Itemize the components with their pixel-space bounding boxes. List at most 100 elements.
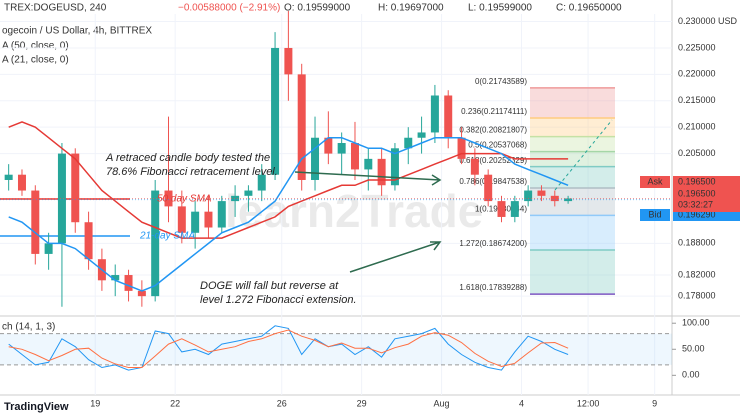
stoch-band xyxy=(0,333,672,365)
fib-label: 0.382(0.20821807) xyxy=(459,126,527,135)
candle-body xyxy=(297,74,306,180)
fib-zone xyxy=(530,151,615,167)
fib-label: 0.236(0.21174111) xyxy=(461,107,527,116)
candle-body xyxy=(217,201,226,228)
tag-value: 0.196290 xyxy=(678,209,716,219)
candle-body xyxy=(497,201,506,217)
candle-body xyxy=(337,143,346,154)
candle-body xyxy=(71,153,80,223)
candle-body xyxy=(444,95,453,138)
symbol: TREX:DOGEUSD, 240 xyxy=(4,3,107,14)
fib-label: 1.272(0.18674200) xyxy=(459,239,527,248)
ohlc-low: L: 0.19599000 xyxy=(468,3,532,14)
candle-body xyxy=(231,195,240,202)
watermark: learn2Trade xyxy=(225,185,483,237)
candle-body xyxy=(57,153,66,244)
candle-body xyxy=(457,137,466,159)
legend-sma21: A (21, close, 0) xyxy=(2,55,69,66)
fib-zone xyxy=(530,117,615,137)
y-tick-label: 0.205000 xyxy=(678,148,716,158)
x-tick-label: 4 xyxy=(519,398,524,408)
tag-name-box xyxy=(640,209,670,221)
candle-body xyxy=(257,174,266,191)
y-tick-label: 0.215000 xyxy=(678,95,716,105)
brand: TradingView xyxy=(4,401,69,413)
fib-label: 0.786(0.19847538) xyxy=(459,177,527,186)
stoch-tick-label: 50.00 xyxy=(682,344,705,354)
fib-zone xyxy=(530,249,615,295)
sma-line xyxy=(8,136,569,292)
fib-zone xyxy=(530,136,615,152)
candle-body xyxy=(470,158,479,175)
candle-body xyxy=(204,211,213,228)
candle-body xyxy=(191,211,200,233)
candle-body xyxy=(17,174,26,191)
stoch-tick-label: 0.00 xyxy=(682,370,700,380)
candle-body xyxy=(324,137,333,154)
x-tick-label: 19 xyxy=(90,398,100,408)
arrow xyxy=(349,241,442,273)
fib-label: 1.618(0.17839288) xyxy=(459,283,527,292)
y-tick-label: 0.182000 xyxy=(678,269,716,279)
candle-body xyxy=(350,143,359,170)
candle-body xyxy=(364,158,373,170)
stoch-line xyxy=(8,325,569,371)
tag-value: 0.196500 xyxy=(678,176,716,186)
annotation: A retraced candle body tested the xyxy=(105,152,270,164)
ohlc-open: O: 0.19599000 xyxy=(284,3,351,14)
stoch-title: ch (14, 1, 3) xyxy=(2,322,55,333)
annotation: 78.6% Fibonacci retracement level. xyxy=(106,166,278,178)
candle-body xyxy=(404,137,413,149)
candle-body xyxy=(111,275,120,281)
sma50-label: 50 day SMA xyxy=(157,194,212,205)
x-tick-label: 12:00 xyxy=(577,398,600,408)
stoch-tick-label: 100.00 xyxy=(682,318,710,328)
candle-body xyxy=(564,198,573,202)
candle-body xyxy=(311,137,320,180)
candle-body xyxy=(84,222,93,260)
candle-body xyxy=(177,206,186,233)
x-tick-label: Aug xyxy=(434,398,450,408)
x-tick-label: 9 xyxy=(652,398,657,408)
x-tick-label: 29 xyxy=(357,398,367,408)
fib-zone xyxy=(530,166,615,189)
sma21-label: 21-day SMA xyxy=(139,231,195,242)
sma-line xyxy=(8,121,569,239)
fib-label: 0(0.21743589) xyxy=(475,77,527,86)
x-tick-label: 26 xyxy=(277,398,287,408)
tag-value: 0.196500 xyxy=(678,188,716,198)
candle-body xyxy=(537,190,546,196)
annotation: level 1.272 Fibonacci extension. xyxy=(200,294,357,306)
fib-zone xyxy=(530,215,615,250)
y-tick-label: 0.178000 xyxy=(678,291,716,301)
stoch-line xyxy=(8,329,569,368)
candle-body xyxy=(524,190,533,202)
candle-body xyxy=(44,243,53,254)
countdown-box xyxy=(673,188,740,212)
annotation: DOGE will fall but reverse at xyxy=(200,280,339,292)
candle-body xyxy=(510,201,519,217)
fib-zone xyxy=(530,87,615,118)
candle-body xyxy=(4,174,13,180)
arrow xyxy=(294,171,442,186)
candle-body xyxy=(31,190,40,254)
candle-body xyxy=(151,190,160,297)
y-tick-label: 0.230000 USD xyxy=(678,16,738,26)
candle-body xyxy=(430,95,439,133)
candle-body xyxy=(271,47,280,175)
ohlc-close: C: 0.19650000 xyxy=(556,3,622,14)
change: −0.00588000 (−2.91%) xyxy=(178,3,280,14)
candle-body xyxy=(484,174,493,202)
tag-box xyxy=(673,176,740,188)
candle-body xyxy=(124,275,133,291)
fib-label: 0.5(0.20537068) xyxy=(468,141,527,150)
countdown: 03:32:27 xyxy=(678,199,713,209)
candle-body xyxy=(377,158,386,186)
tag-name: Ask xyxy=(647,176,663,186)
x-tick-label: 22 xyxy=(170,398,180,408)
candle-body xyxy=(284,47,293,75)
candle-body xyxy=(390,148,399,186)
fib-label: 0.618(0.20252329) xyxy=(459,156,527,165)
y-tick-label: 0.188000 xyxy=(678,238,716,248)
